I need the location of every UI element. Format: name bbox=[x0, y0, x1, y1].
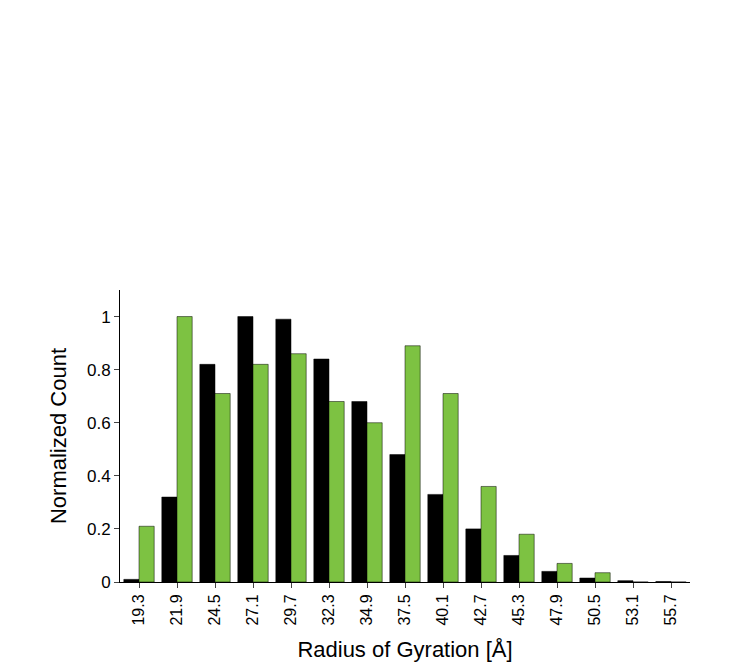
svg-text:32.3: 32.3 bbox=[320, 594, 337, 625]
svg-text:19.3: 19.3 bbox=[130, 594, 147, 625]
svg-text:45.3: 45.3 bbox=[510, 594, 527, 625]
svg-text:24.5: 24.5 bbox=[206, 594, 223, 625]
svg-text:21.9: 21.9 bbox=[168, 594, 185, 625]
svg-text:37.5: 37.5 bbox=[396, 594, 413, 625]
svg-text:0.4: 0.4 bbox=[87, 467, 111, 486]
svg-text:47.9: 47.9 bbox=[548, 594, 565, 625]
svg-text:27.1: 27.1 bbox=[244, 594, 261, 625]
svg-text:1: 1 bbox=[101, 308, 110, 327]
svg-text:0.6: 0.6 bbox=[87, 414, 111, 433]
svg-text:42.7: 42.7 bbox=[472, 594, 489, 625]
svg-text:29.7: 29.7 bbox=[282, 594, 299, 625]
svg-text:0: 0 bbox=[101, 573, 110, 592]
svg-text:0.8: 0.8 bbox=[87, 361, 111, 380]
svg-text:34.9: 34.9 bbox=[358, 594, 375, 625]
svg-text:50.5: 50.5 bbox=[586, 594, 603, 625]
svg-text:55.7: 55.7 bbox=[662, 594, 679, 625]
svg-text:53.1: 53.1 bbox=[624, 594, 641, 625]
svg-text:Normalized Count: Normalized Count bbox=[46, 348, 71, 524]
svg-text:40.1: 40.1 bbox=[434, 594, 451, 625]
svg-text:0.2: 0.2 bbox=[87, 520, 111, 539]
svg-text:Radius of Gyration [Å]: Radius of Gyration [Å] bbox=[297, 637, 512, 662]
